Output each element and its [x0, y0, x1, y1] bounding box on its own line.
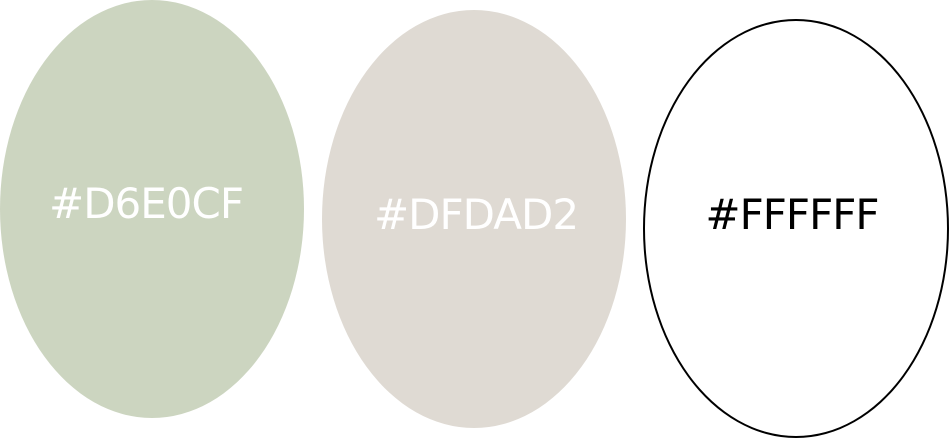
color-swatch-3: #FFFFFF [643, 19, 949, 438]
color-swatch-2: #DFDAD2 [322, 10, 626, 428]
color-swatch-1: #D6E0CF [0, 0, 304, 418]
swatch-1-hex-label: #D6E0CF [49, 178, 244, 228]
swatch-3-hex-label: #FFFFFF [705, 190, 879, 239]
swatch-2-hex-label: #DFDAD2 [373, 189, 579, 239]
